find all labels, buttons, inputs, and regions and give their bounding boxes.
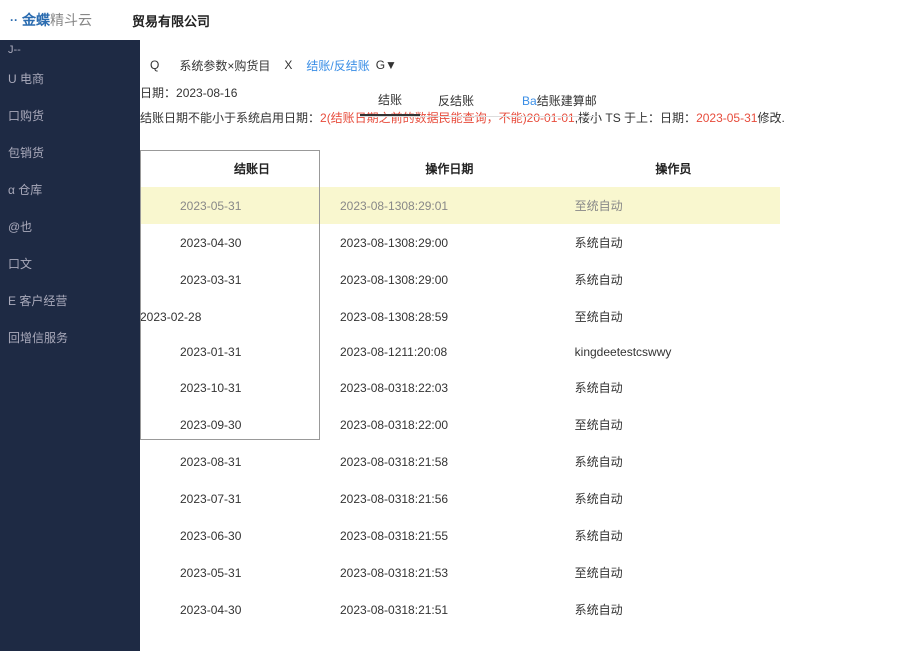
table-row[interactable]: 2023-07-312023-08-0318:21:56系统自动	[140, 480, 780, 517]
cell-d: 2023-04-30	[140, 224, 332, 261]
sidebar-item-0[interactable]: J--	[0, 40, 140, 60]
tab-reverse-close[interactable]: 反结账	[420, 86, 492, 115]
tab-close-account[interactable]: 结账	[360, 85, 420, 116]
table-row[interactable]: 2023-01-312023-08-1211:20:08kingdeetestc…	[140, 335, 780, 369]
dropdown-icon[interactable]: G▼	[376, 58, 397, 72]
date-value: 2023-08-16	[176, 86, 237, 100]
date-label: 日期：	[140, 86, 176, 100]
cell-op: 2023-08-1211:20:08	[332, 335, 567, 369]
cell-d: 2023-05-31	[140, 187, 332, 224]
cell-user: 系统自动	[567, 517, 780, 554]
cell-op: 2023-08-0318:22:03	[332, 369, 567, 406]
cell-user: 系统自动	[567, 261, 780, 298]
logo-sub: 精斗云	[50, 10, 92, 30]
table-row[interactable]: 2023-10-312023-08-0318:22:03系统自动	[140, 369, 780, 406]
table-row[interactable]: 2023-02-282023-08-1308:28:59至统自动	[140, 298, 780, 335]
topbar: ·· 金蝶 精斗云 贸易有限公司	[0, 0, 920, 40]
cell-op: 2023-08-0318:21:56	[332, 480, 567, 517]
table-row[interactable]: 2023-05-312023-08-1308:29:01至统自动	[140, 187, 780, 224]
cell-d: 2023-07-31	[140, 480, 332, 517]
cell-op: 2023-08-1308:28:59	[332, 298, 567, 335]
msg-p6: 修改.	[757, 109, 784, 126]
cell-d: 2023-04-30	[140, 591, 332, 628]
table-row[interactable]: 2023-05-312023-08-0318:21:53至统自动	[140, 554, 780, 591]
cell-user: 系统自动	[567, 369, 780, 406]
close-icon[interactable]: X	[284, 58, 292, 72]
ba-label: Ba	[522, 94, 537, 108]
ba-text: 结账建算邮	[537, 92, 597, 109]
cell-d: 2023-10-31	[140, 369, 332, 406]
table-row[interactable]: 2023-04-302023-08-0318:21:51系统自动	[140, 591, 780, 628]
tabs: 结账 反结账 Ba 结账建算邮	[360, 85, 597, 117]
cell-d: 2023-06-30	[140, 517, 332, 554]
sidebar-item-5[interactable]: @也	[0, 208, 140, 245]
col-header-1: 操作日期	[332, 150, 567, 187]
col-header-0: 结账日	[140, 150, 332, 187]
cell-op: 2023-08-0318:21:51	[332, 591, 567, 628]
msg-p1: 结账日期不能小于系统启用日期：	[140, 109, 320, 126]
cell-user: 系统自动	[567, 224, 780, 261]
cell-op: 2023-08-0318:21:55	[332, 517, 567, 554]
table-wrap: 结账日操作日期操作员 2023-05-312023-08-1308:29:01至…	[140, 150, 920, 651]
table-row[interactable]: 2023-04-302023-08-1308:29:00系统自动	[140, 224, 780, 261]
sidebar-item-1[interactable]: U 电商	[0, 60, 140, 97]
cell-user: 至统自动	[567, 406, 780, 443]
col-header-2: 操作员	[567, 150, 780, 187]
cell-d: 2023-03-31	[140, 261, 332, 298]
sidebar-item-3[interactable]: 包销货	[0, 134, 140, 171]
breadcrumb-bar: Q 系统参数×购货目 X 结账/反结账 G▼	[150, 50, 920, 80]
cell-user: 系统自动	[567, 591, 780, 628]
search-icon[interactable]: Q	[150, 58, 159, 72]
sidebar-item-7[interactable]: E 客户经营	[0, 282, 140, 319]
cell-d: 2023-08-31	[140, 443, 332, 480]
cell-op: 2023-08-0318:21:53	[332, 554, 567, 591]
cell-user: 至统自动	[567, 554, 780, 591]
cell-user: 系统自动	[567, 480, 780, 517]
table-row[interactable]: 2023-08-312023-08-0318:21:58系统自动	[140, 443, 780, 480]
sidebar-item-2[interactable]: 口购货	[0, 97, 140, 134]
cell-op: 2023-08-1308:29:01	[332, 187, 567, 224]
cell-op: 2023-08-0318:22:00	[332, 406, 567, 443]
cell-d: 2023-09-30	[140, 406, 332, 443]
msg-p5: 2023-05-31	[696, 111, 757, 125]
breadcrumb-params[interactable]: 系统参数×购货目	[179, 57, 270, 74]
table-row[interactable]: 2023-06-302023-08-0318:21:55系统自动	[140, 517, 780, 554]
cell-op: 2023-08-1308:29:00	[332, 261, 567, 298]
breadcrumb-active[interactable]: 结账/反结账	[306, 57, 369, 74]
sidebar-item-4[interactable]: α 仓库	[0, 171, 140, 208]
logo-brand: 金蝶	[22, 10, 50, 30]
cell-user: kingdeetestcswwy	[567, 335, 780, 369]
cell-user: 至统自动	[567, 187, 780, 224]
close-account-table: 结账日操作日期操作员 2023-05-312023-08-1308:29:01至…	[140, 150, 780, 628]
sidebar-item-6[interactable]: 口文	[0, 245, 140, 282]
cell-op: 2023-08-0318:21:58	[332, 443, 567, 480]
cell-d: 2023-05-31	[140, 554, 332, 591]
cell-user: 系统自动	[567, 443, 780, 480]
cell-op: 2023-08-1308:29:00	[332, 224, 567, 261]
sidebar-item-8[interactable]: 回增信服务	[0, 319, 140, 356]
table-row[interactable]: 2023-03-312023-08-1308:29:00系统自动	[140, 261, 780, 298]
company-name: 贸易有限公司	[132, 11, 210, 30]
logo-dots: ··	[10, 13, 18, 27]
cell-d: 2023-02-28	[140, 298, 332, 335]
cell-d: 2023-01-31	[140, 335, 332, 369]
table-row[interactable]: 2023-09-302023-08-0318:22:00至统自动	[140, 406, 780, 443]
cell-user: 至统自动	[567, 298, 780, 335]
sidebar: J--U 电商口购货包销货α 仓库@也口文E 客户经营回增信服务	[0, 40, 140, 651]
